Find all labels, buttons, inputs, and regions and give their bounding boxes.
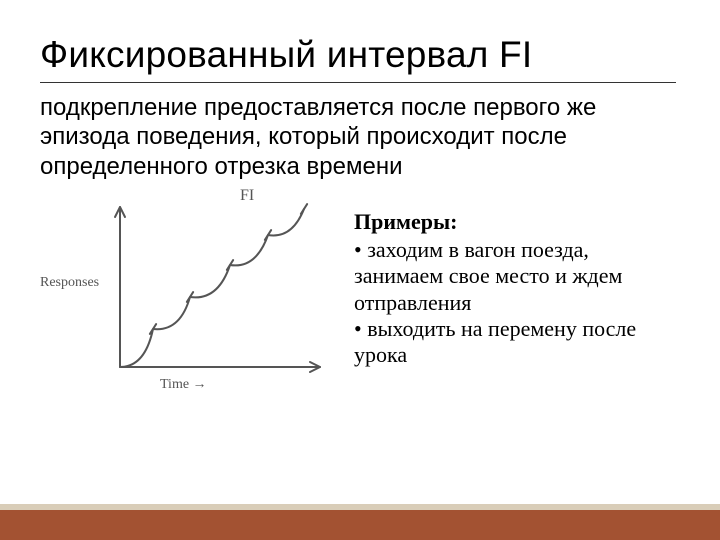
chart-svg [40,187,340,397]
slide-title: Фиксированный интервал FI [40,34,680,76]
examples-heading: Примеры: [354,209,664,235]
examples-block: Примеры: • заходим в вагон поезда, заним… [354,187,664,397]
title-rule [40,82,676,83]
bar-dark [0,510,720,540]
chart-ylabel: Responses [40,275,99,291]
examples-body: • заходим в вагон поезда, занимаем свое … [354,237,664,369]
chart-title: FI [240,187,254,205]
slide-subtitle: подкрепление предоставляется после перво… [40,93,660,181]
chart-xlabel: Time → [160,377,207,393]
bottom-bar [0,504,720,540]
fi-chart: FI Responses Time → [40,187,340,397]
slide: Фиксированный интервал FI подкрепление п… [0,0,720,540]
content-row: FI Responses Time → Примеры: • заходим в… [40,187,680,397]
